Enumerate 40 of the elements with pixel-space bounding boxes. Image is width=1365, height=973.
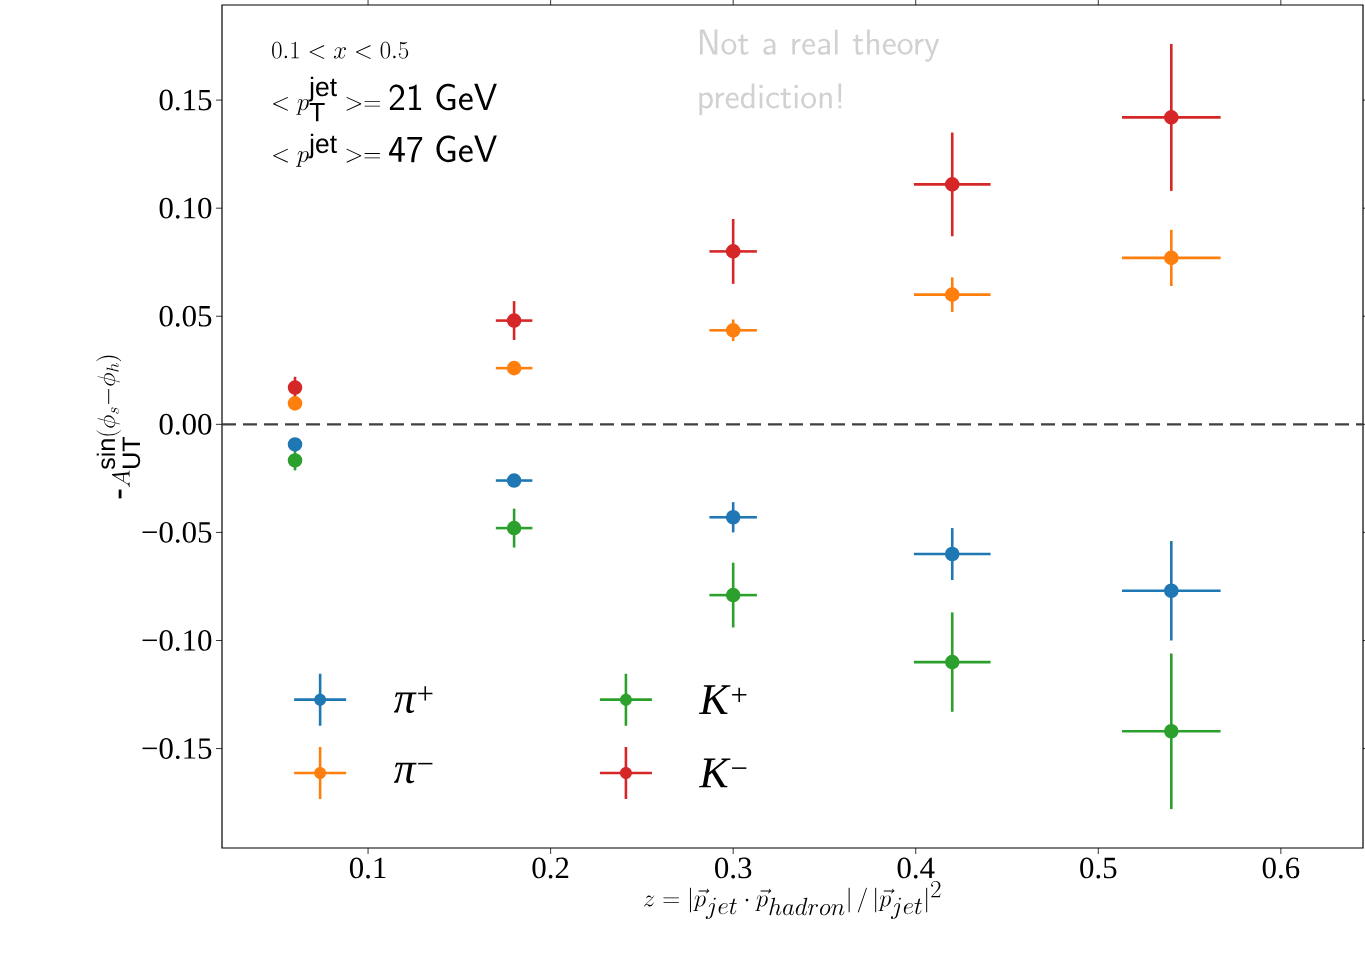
point [1164, 723, 1179, 739]
legend-label: π$^{−}$ [393, 762, 433, 784]
annotation: $< p^{\mathrm{jet}} >= \mathsf{47\ GeV}$ [273, 133, 497, 167]
y-tick-label: 0.10 [159, 197, 212, 219]
y-tick-label: −0.05 [142, 521, 212, 543]
point [506, 473, 522, 488]
x-tick-label: 0.3 [715, 857, 752, 879]
point [944, 287, 960, 302]
x-axis-title: $z = |\vec{p}_{jet} \cdot \vec{p}_{hadron}| \,/\, |\vec{p}_{jet}|^2$ [644, 880, 941, 920]
x-tick-label: 0.1 [349, 857, 386, 879]
x-tick-label: 0.6 [1262, 857, 1300, 879]
annotation: $0.1 < x < 0.5$ [272, 41, 409, 59]
x-tick-label: 0.4 [897, 857, 935, 879]
y-tick-label: −0.15 [142, 738, 212, 760]
legend-label: K$^{+}$ [698, 685, 747, 714]
point [944, 177, 960, 192]
legend-label: π$^{+}$ [393, 686, 433, 714]
point [725, 244, 741, 259]
y-tick-label: 0.05 [159, 305, 212, 327]
point [725, 587, 741, 603]
point [725, 509, 741, 525]
point [1164, 110, 1179, 125]
x-tick-label: 0.2 [532, 857, 569, 879]
point [287, 437, 303, 452]
point [287, 396, 303, 411]
point [506, 360, 522, 376]
y-tick-label: 0.15 [159, 89, 212, 111]
point [506, 520, 522, 536]
point [506, 313, 522, 328]
legend-label: K$^{−}$ [698, 758, 747, 788]
point [725, 323, 741, 338]
x-tick-label: 0.5 [1080, 857, 1117, 879]
point [1164, 250, 1179, 266]
y-tick-label: −0.10 [142, 630, 212, 651]
y-tick-label: 0.00 [159, 413, 212, 435]
point [944, 546, 960, 562]
point [944, 654, 960, 670]
point [1164, 583, 1179, 599]
y-axis-title: $\mbox{-}A_{\mathrm{UT}}^{\sin(\phi_s-\phi_h)}$ [96, 355, 141, 499]
annotation: $< p_{\mathrm{T}}^{\mathrm{jet}} >= \mathsf{21\ GeV}$ [273, 76, 497, 122]
